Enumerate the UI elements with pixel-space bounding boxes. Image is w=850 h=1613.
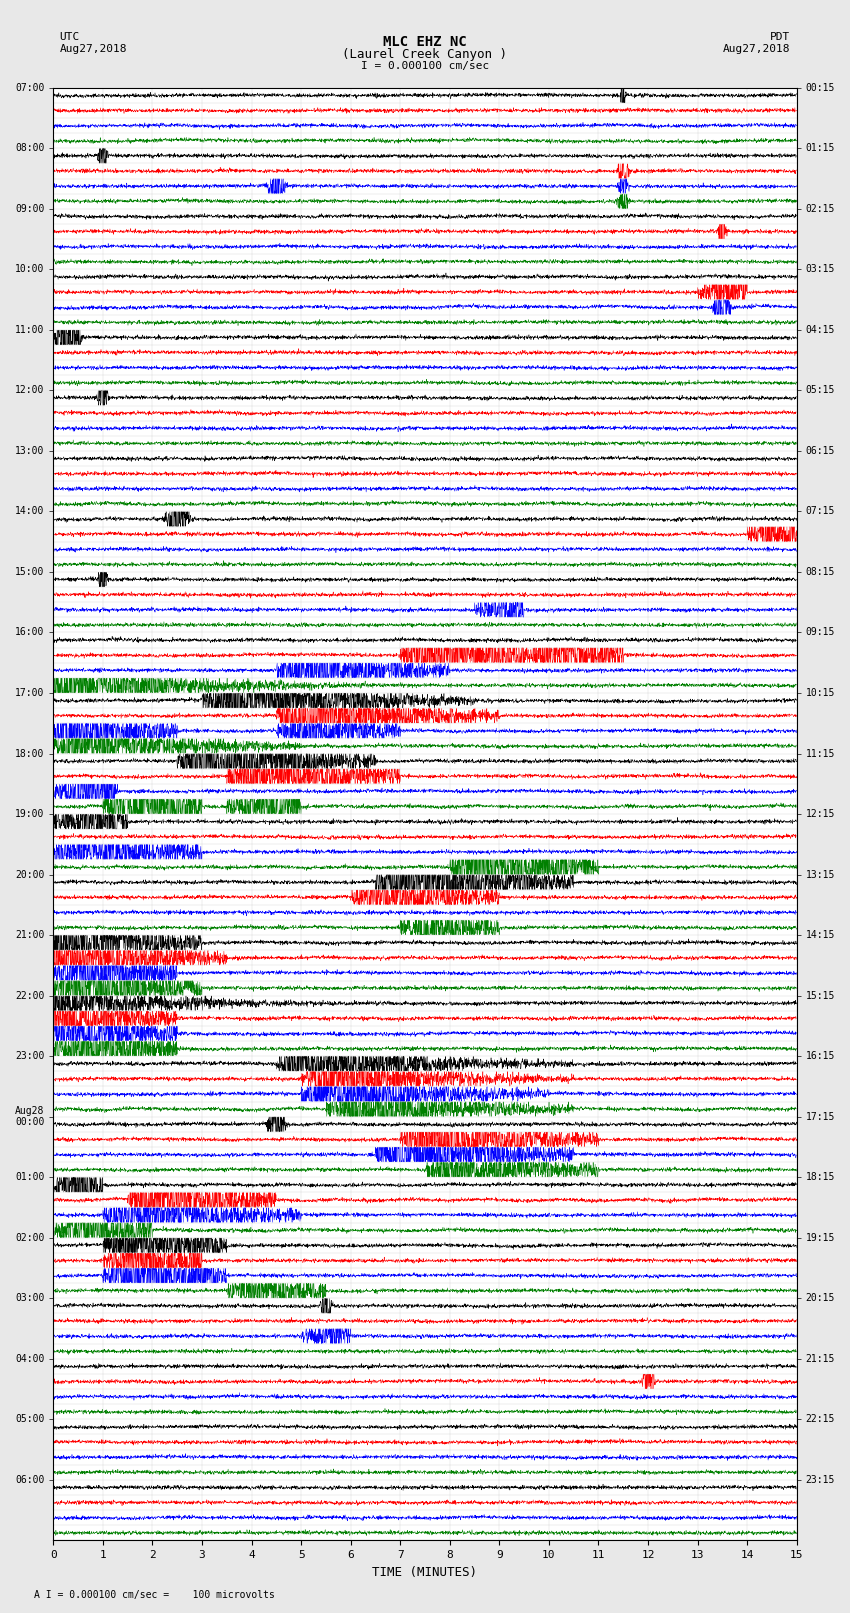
Text: PDT
Aug27,2018: PDT Aug27,2018 <box>723 32 791 53</box>
Text: A I = 0.000100 cm/sec =    100 microvolts: A I = 0.000100 cm/sec = 100 microvolts <box>34 1590 275 1600</box>
Text: (Laurel Creek Canyon ): (Laurel Creek Canyon ) <box>343 48 507 61</box>
Text: MLC EHZ NC: MLC EHZ NC <box>383 35 467 50</box>
Text: UTC
Aug27,2018: UTC Aug27,2018 <box>60 32 127 53</box>
X-axis label: TIME (MINUTES): TIME (MINUTES) <box>372 1566 478 1579</box>
Text: I = 0.000100 cm/sec: I = 0.000100 cm/sec <box>361 61 489 71</box>
